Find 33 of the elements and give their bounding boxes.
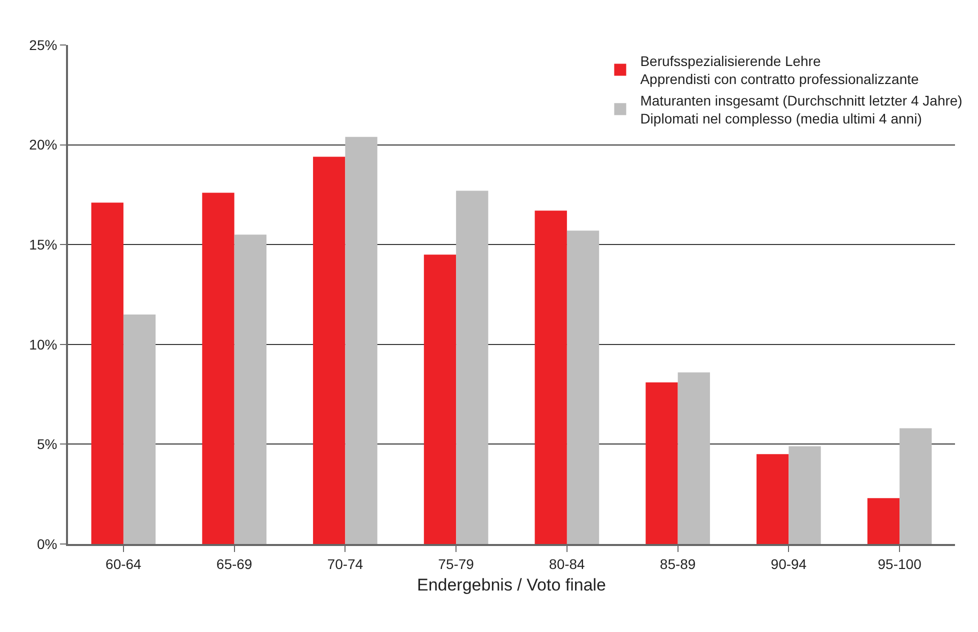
x-tick-label: 80-84	[549, 556, 586, 572]
y-tick-label: 0%	[36, 536, 58, 552]
x-tick-label: 65-69	[216, 556, 252, 572]
y-tick-label: 25%	[29, 36, 58, 53]
y-tick-label: 10%	[29, 336, 58, 352]
bar	[788, 446, 821, 544]
bar	[123, 314, 156, 544]
y-tick-label: 5%	[36, 436, 58, 452]
bar	[313, 156, 346, 544]
bar	[345, 136, 378, 544]
x-tick-label: 70-74	[327, 556, 364, 572]
x-axis-title: Endergebnis / Voto finale	[416, 576, 606, 595]
x-tick-label: 75-79	[438, 556, 474, 572]
bar	[646, 382, 678, 544]
x-tick-label: 90-94	[770, 556, 807, 572]
x-tick-label: 60-64	[106, 556, 142, 572]
bar	[678, 372, 710, 544]
bar	[534, 210, 567, 544]
y-tick-label: 20%	[29, 136, 58, 153]
bar	[91, 202, 124, 544]
bar	[900, 428, 932, 544]
x-tick-label: 85-89	[660, 556, 696, 572]
y-tick-label: 15%	[29, 236, 58, 252]
legend-label: Maturanten insgesamt (Durchschnitt letzter 4 Jahre) Diplomati nel complesso (media ultimi 4 anni)	[640, 92, 962, 127]
x-tick-label: 95-100	[878, 556, 922, 572]
bar	[756, 454, 789, 544]
legend-label: Berufsspezialisierende Lehre Apprendisti con contratto professionalizzante	[640, 53, 920, 88]
bar	[424, 254, 456, 544]
bar	[234, 234, 266, 544]
bar	[456, 190, 488, 544]
bar	[566, 230, 600, 544]
bar	[202, 192, 234, 544]
bar	[867, 498, 900, 544]
